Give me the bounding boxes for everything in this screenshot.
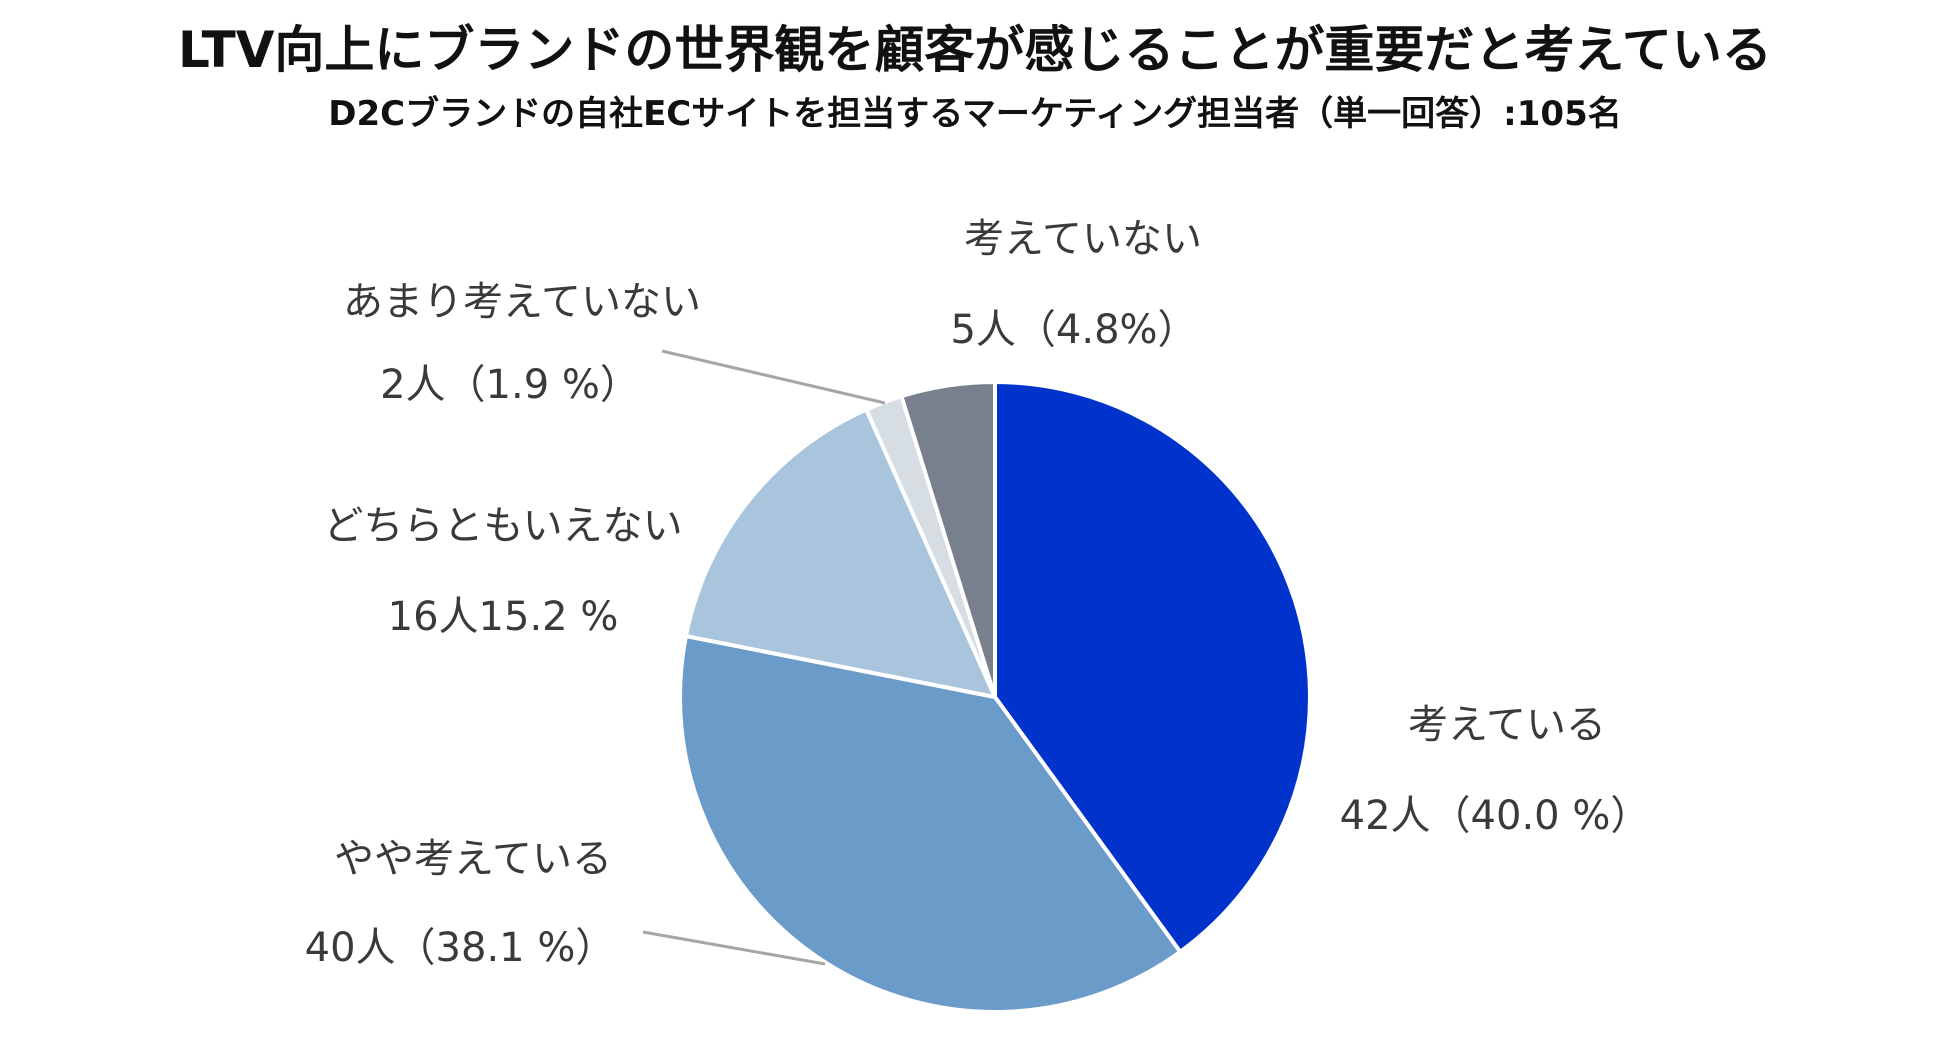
leader-line-amari [661, 349, 886, 405]
slice-value-kangaetenai: 5人（4.8%） [950, 307, 1197, 353]
slice-label-yaya: やや考えている [334, 836, 612, 882]
slice-kangaeteiru [993, 380, 1312, 954]
chart-title: LTV向上にブランドの世界観を顧客が感じることが重要だと考えている [178, 21, 1772, 79]
slice-value-kangaeteiru: 42人（40.0 %） [1340, 793, 1651, 839]
slice-value-yaya: 40人（38.1 %） [305, 925, 616, 971]
pie-slices [678, 380, 1312, 1014]
slice-label-dochiratomo: どちらともいえない [323, 503, 682, 549]
slice-value-dochiratomo: 16人15.2 % [388, 594, 619, 640]
slice-value-amari: 2人（1.9 %） [380, 362, 640, 408]
data-labels: 考えている 42人（40.0 %） やや考えている 40人（38.1 %） どち… [305, 216, 1651, 971]
slice-dochiratomo [683, 407, 997, 699]
slice-label-kangaeteiru: 考えている [1408, 702, 1606, 748]
slice-label-kangaetenai: 考えていない [964, 216, 1202, 262]
slice-yaya [678, 634, 1183, 1014]
leader-lines [642, 349, 886, 966]
slice-kangaetenai [899, 380, 997, 699]
slice-label-amari: あまり考えていない [343, 279, 701, 325]
leader-line-yaya [642, 930, 826, 966]
chart-subtitle: D2Cブランドの自社ECサイトを担当するマーケティング担当者（単一回答）:105… [328, 94, 1622, 134]
